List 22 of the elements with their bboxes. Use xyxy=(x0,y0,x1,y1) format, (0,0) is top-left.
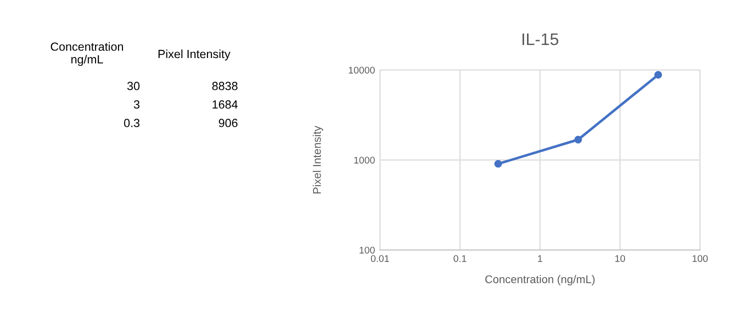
x-tick-label: 0.01 xyxy=(370,255,389,262)
text: Pixel Intensity xyxy=(158,50,230,60)
y-tick-label: 100 xyxy=(360,246,375,254)
text: 0.3 xyxy=(124,118,140,128)
x-tick-label: 10 xyxy=(615,255,626,262)
text: 1684 xyxy=(212,100,238,109)
chart-title: IL-15 xyxy=(522,34,558,46)
y-tick-label: 10000 xyxy=(348,66,375,74)
point xyxy=(654,71,662,79)
y-axis-title: Pixel Intensity xyxy=(312,126,324,194)
text: 3 xyxy=(134,100,140,109)
x-axis-title: Concentration (ng/mL) xyxy=(485,275,595,286)
text: 30 xyxy=(127,82,140,90)
x-tick-label: 0.1 xyxy=(454,255,466,262)
point xyxy=(494,160,502,168)
point xyxy=(574,136,582,144)
x-tick-label: 1 xyxy=(538,255,542,262)
text: 8838 xyxy=(212,82,238,90)
text: Concentration ng/mL xyxy=(50,42,123,66)
y-tick-label: 1000 xyxy=(354,156,375,164)
x-tick-label: 100 xyxy=(692,255,708,262)
text: 906 xyxy=(218,118,238,128)
